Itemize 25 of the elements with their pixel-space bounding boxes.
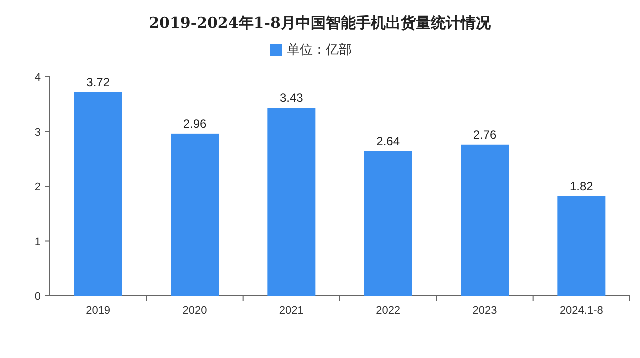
x-tick-label: 2019 [86,305,111,317]
bar [171,134,219,296]
y-tick-label: 4 [34,72,41,84]
y-tick-label: 3 [34,126,41,139]
data-label: 2.64 [376,134,400,148]
x-tick-label: 2023 [472,305,498,317]
data-label: 2.96 [183,116,207,131]
x-tick-label: 2021 [279,305,304,317]
data-label: 1.82 [570,179,594,194]
data-label: 3.43 [280,91,304,106]
y-tick-label: 2 [34,182,41,194]
bar [74,92,122,296]
bar [364,151,412,296]
bar [268,108,316,296]
bar [558,196,606,296]
bar [461,144,509,296]
x-tick-label: 2020 [182,305,208,317]
data-label: 3.72 [86,75,110,90]
y-tick-label: 0 [34,291,41,303]
x-tick-label: 2024.1-8 [560,305,604,317]
x-tick-label: 2022 [376,305,401,317]
data-label: 2.76 [473,128,497,142]
legend-label: 单位：亿部 [287,42,352,57]
chart-title: 2019-2024年1-8月中国智能手机出货量统计情况 [149,14,492,32]
y-tick-label: 1 [34,236,41,248]
